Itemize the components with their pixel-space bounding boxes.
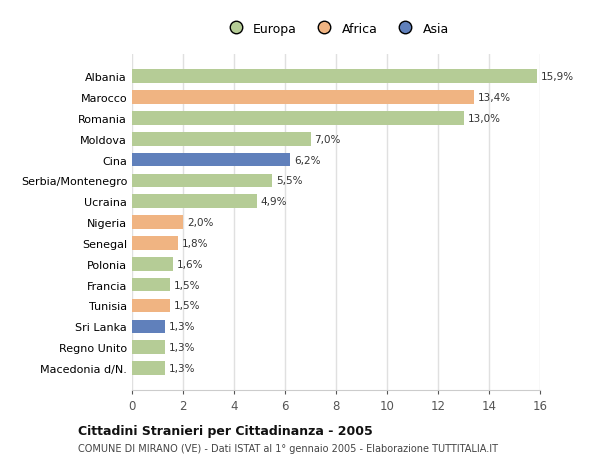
- Text: 6,2%: 6,2%: [294, 155, 320, 165]
- Text: 1,3%: 1,3%: [169, 322, 196, 331]
- Text: 1,8%: 1,8%: [182, 238, 208, 248]
- Text: 1,5%: 1,5%: [174, 301, 200, 311]
- Text: 1,5%: 1,5%: [174, 280, 200, 290]
- Bar: [132, 361, 165, 375]
- Legend: Europa, Africa, Asia: Europa, Africa, Asia: [218, 18, 454, 41]
- Bar: [132, 341, 165, 354]
- Bar: [132, 153, 290, 167]
- Text: 1,3%: 1,3%: [169, 342, 196, 353]
- Bar: [132, 320, 165, 333]
- Bar: [132, 278, 170, 292]
- Bar: [132, 216, 183, 230]
- Bar: [132, 237, 178, 250]
- Bar: [132, 133, 311, 146]
- Text: 13,0%: 13,0%: [467, 114, 500, 123]
- Bar: [132, 299, 170, 313]
- Bar: [132, 174, 272, 188]
- Bar: [132, 195, 257, 208]
- Bar: [132, 70, 538, 84]
- Text: 1,3%: 1,3%: [169, 363, 196, 373]
- Text: Cittadini Stranieri per Cittadinanza - 2005: Cittadini Stranieri per Cittadinanza - 2…: [78, 424, 373, 437]
- Text: 5,5%: 5,5%: [276, 176, 302, 186]
- Bar: [132, 91, 474, 105]
- Text: 7,0%: 7,0%: [314, 134, 341, 145]
- Text: 4,9%: 4,9%: [261, 197, 287, 207]
- Text: 1,6%: 1,6%: [176, 259, 203, 269]
- Text: 15,9%: 15,9%: [541, 72, 574, 82]
- Bar: [132, 112, 464, 125]
- Text: 2,0%: 2,0%: [187, 218, 213, 228]
- Bar: [132, 257, 173, 271]
- Text: 13,4%: 13,4%: [478, 93, 511, 103]
- Text: COMUNE DI MIRANO (VE) - Dati ISTAT al 1° gennaio 2005 - Elaborazione TUTTITALIA.: COMUNE DI MIRANO (VE) - Dati ISTAT al 1°…: [78, 443, 498, 453]
